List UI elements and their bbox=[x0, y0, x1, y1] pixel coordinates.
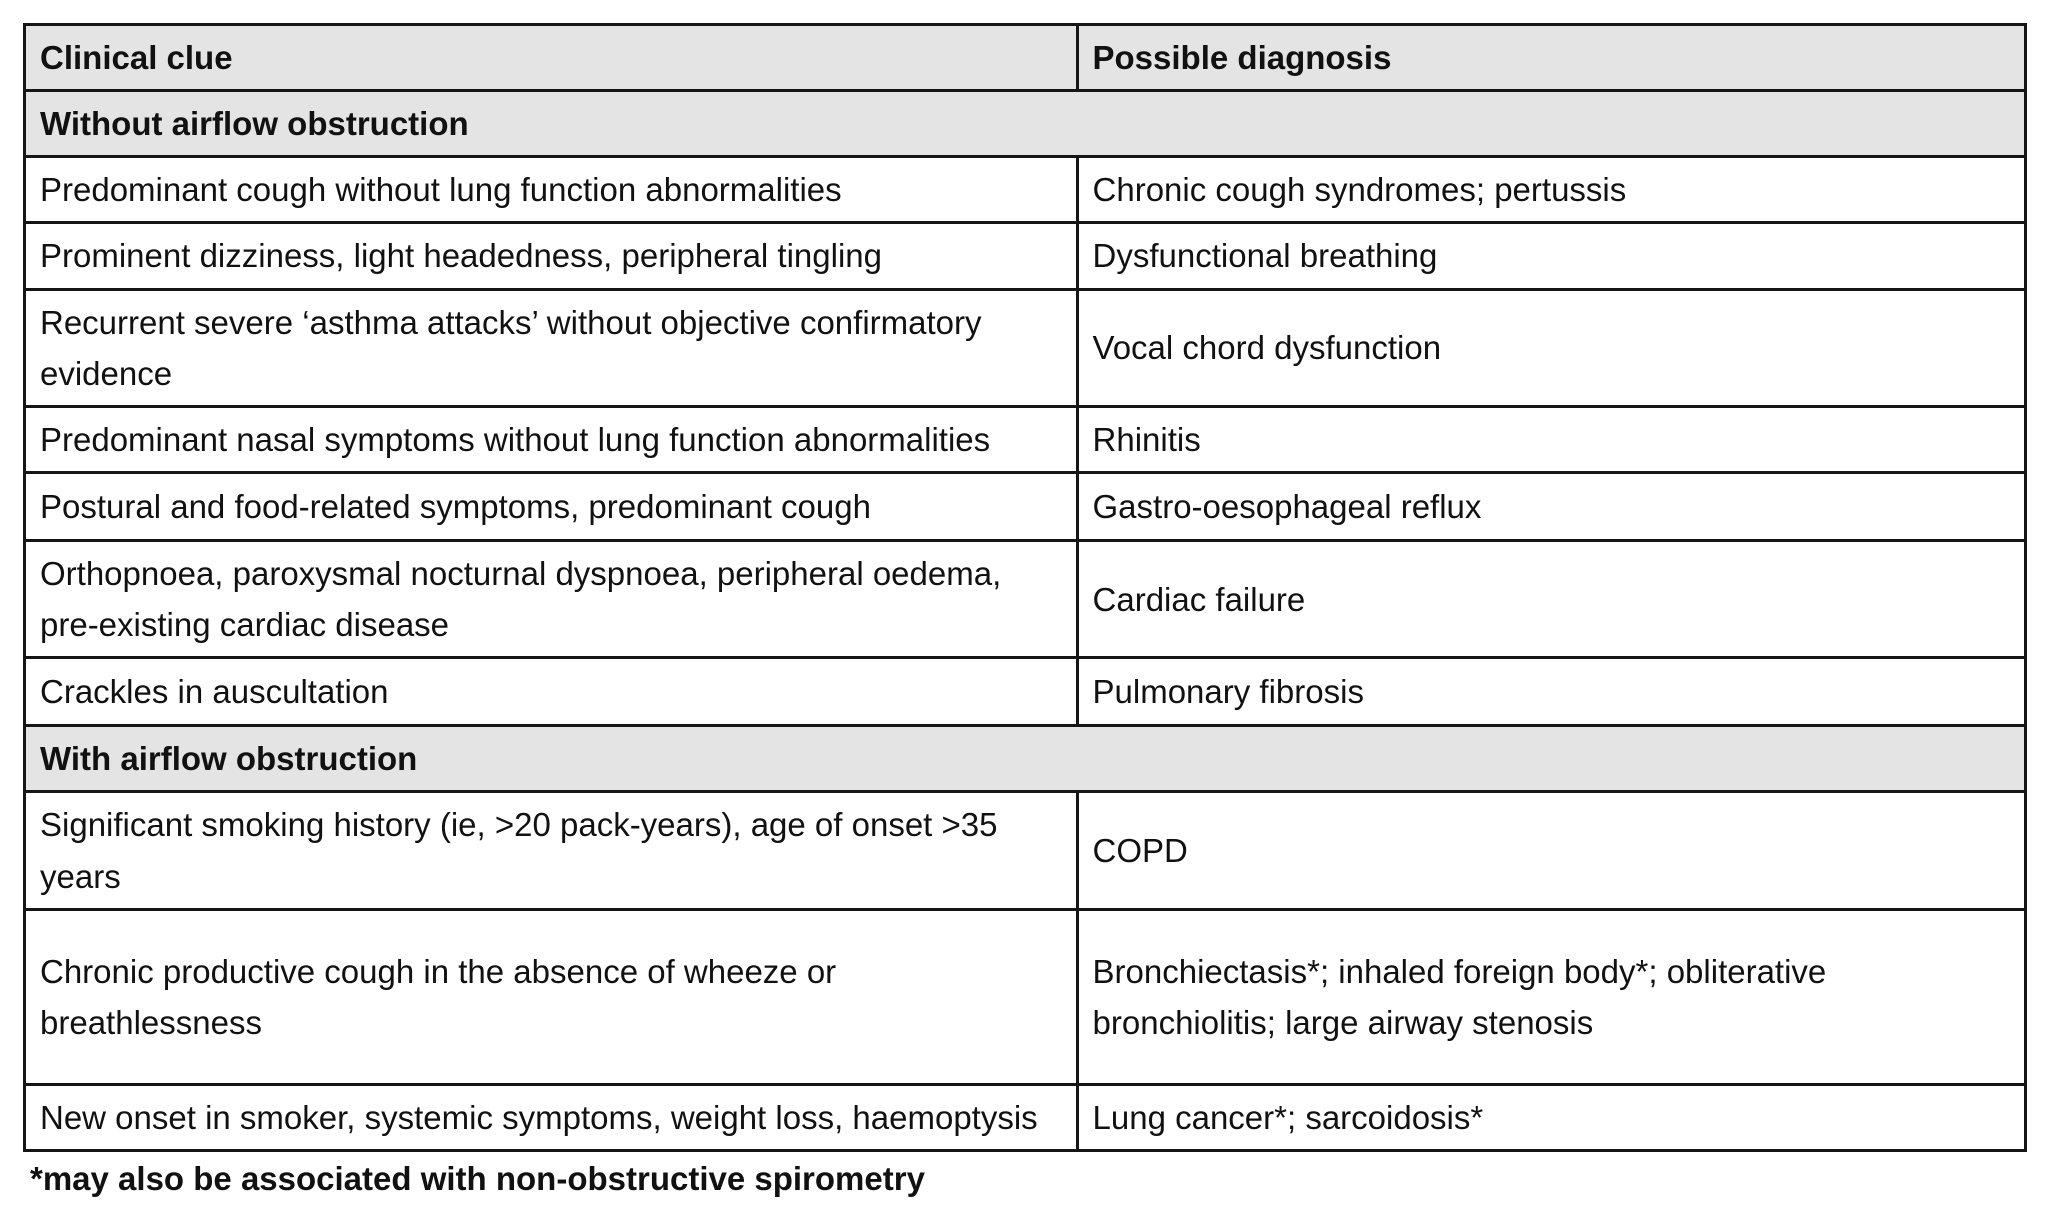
diagnosis-cell: Lung cancer*; sarcoidosis* bbox=[1075, 1082, 2028, 1152]
diagnosis-cell: Gastro-oesophageal reflux bbox=[1075, 470, 2028, 542]
diagnosis-cell: Dysfunctional breathing bbox=[1075, 221, 2028, 291]
table-row: Prominent dizziness, light headedness, p… bbox=[23, 221, 2028, 291]
diagnosis-cell: Rhinitis bbox=[1075, 404, 2028, 474]
table-row: Recurrent severe ‘asthma attacks’ withou… bbox=[23, 287, 2028, 408]
clue-cell: Chronic productive cough in the absence … bbox=[23, 907, 1079, 1086]
clue-cell: Crackles in auscultation bbox=[23, 656, 1079, 728]
clue-cell: Orthopnoea, paroxysmal nocturnal dyspnoe… bbox=[23, 538, 1079, 660]
section-row-with-airflow-obstruction: With airflow obstruction bbox=[23, 724, 2027, 794]
section-header-with-airflow-obstruction: With airflow obstruction bbox=[23, 724, 2027, 794]
clue-cell: Prominent dizziness, light headedness, p… bbox=[23, 221, 1079, 291]
table-header-row: Clinical clue Possible diagnosis bbox=[23, 22, 2028, 93]
table-row: Predominant cough without lung function … bbox=[23, 155, 2028, 225]
clue-cell: Significant smoking history (ie, >20 pac… bbox=[23, 790, 1079, 911]
clinical-clue-diagnosis-table: Clinical clue Possible diagnosis Without… bbox=[23, 22, 2028, 1152]
table-row: Predominant nasal symptoms without lung … bbox=[23, 404, 2028, 474]
diagnosis-cell: COPD bbox=[1075, 790, 2028, 911]
table-row: Postural and food-related symptoms, pred… bbox=[23, 470, 2028, 542]
section-header-without-airflow-obstruction: Without airflow obstruction bbox=[23, 89, 2027, 159]
diagnosis-cell: Chronic cough syndromes; pertussis bbox=[1075, 155, 2028, 225]
clue-cell: Predominant nasal symptoms without lung … bbox=[23, 404, 1079, 474]
diagnosis-cell: Bronchiectasis*; inhaled foreign body*; … bbox=[1075, 907, 2028, 1086]
table-row: Significant smoking history (ie, >20 pac… bbox=[23, 790, 2028, 911]
clue-cell: Postural and food-related symptoms, pred… bbox=[23, 470, 1079, 542]
footnote: *may also be associated with non-obstruc… bbox=[30, 1160, 925, 1197]
clue-cell: Recurrent severe ‘asthma attacks’ withou… bbox=[23, 287, 1079, 408]
diagnosis-cell: Cardiac failure bbox=[1075, 538, 2028, 660]
column-header-clinical-clue: Clinical clue bbox=[23, 22, 1079, 93]
section-row-without-airflow-obstruction: Without airflow obstruction bbox=[23, 89, 2027, 159]
diagnosis-cell: Pulmonary fibrosis bbox=[1075, 656, 2028, 728]
diagnosis-cell: Vocal chord dysfunction bbox=[1075, 287, 2028, 408]
table-row: Chronic productive cough in the absence … bbox=[23, 907, 2028, 1086]
table-row: New onset in smoker, systemic symptoms, … bbox=[23, 1082, 2028, 1152]
table-row: Orthopnoea, paroxysmal nocturnal dyspnoe… bbox=[23, 538, 2028, 660]
clue-cell: Predominant cough without lung function … bbox=[23, 155, 1079, 225]
clue-cell: New onset in smoker, systemic symptoms, … bbox=[23, 1082, 1079, 1152]
table-row: Crackles in auscultation Pulmonary fibro… bbox=[23, 656, 2028, 728]
column-header-possible-diagnosis: Possible diagnosis bbox=[1075, 22, 2028, 93]
